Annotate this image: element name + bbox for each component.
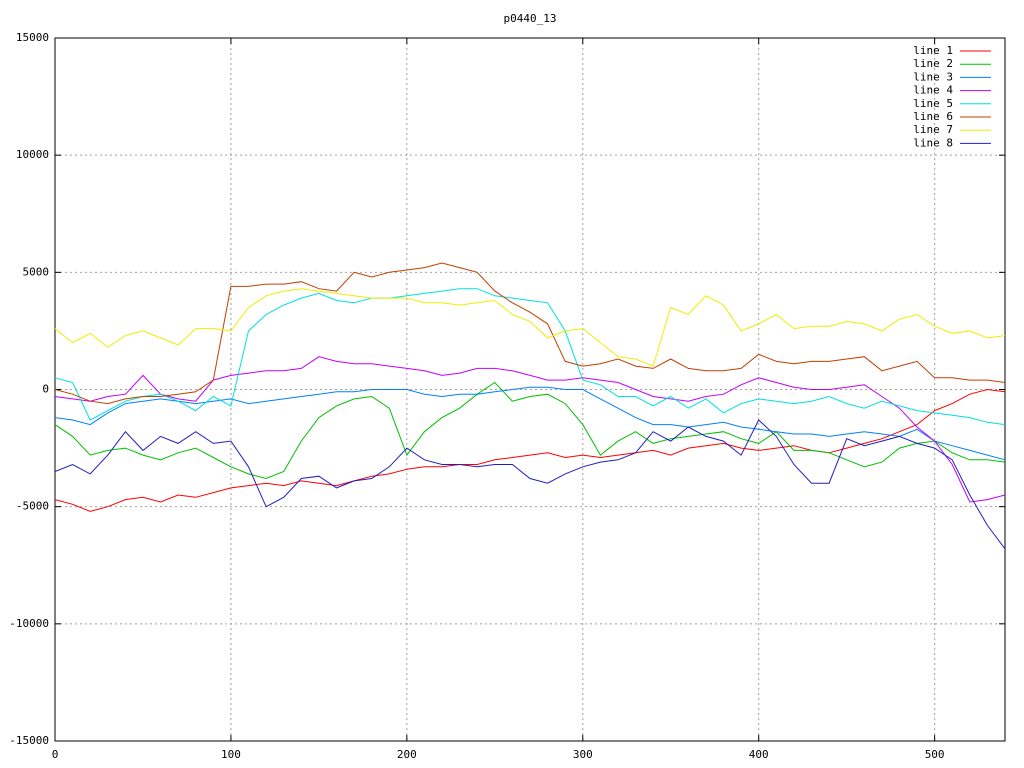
x-tick-label: 300 — [573, 748, 593, 761]
legend-label: line 7 — [913, 123, 953, 136]
x-tick-label: 0 — [52, 748, 59, 761]
y-tick-label: -5000 — [16, 500, 49, 513]
legend-label: line 1 — [913, 44, 953, 57]
x-tick-label: 400 — [749, 748, 769, 761]
series-line — [54, 386, 1006, 461]
series-line — [54, 388, 1006, 512]
x-tick-label: 500 — [925, 748, 945, 761]
legend-label: line 2 — [913, 57, 953, 70]
y-tick-label: -10000 — [9, 617, 49, 630]
series-line — [54, 288, 1006, 426]
x-tick-label: 200 — [397, 748, 417, 761]
legend-label: line 3 — [913, 70, 953, 83]
y-tick-label: 15000 — [16, 31, 49, 44]
y-tick-label: -15000 — [9, 734, 49, 747]
legend-label: line 5 — [913, 97, 953, 110]
series-line — [54, 262, 1006, 405]
legend-label: line 6 — [913, 110, 953, 123]
chart-title: p0440_13 — [504, 12, 557, 25]
y-tick-label: 10000 — [16, 148, 49, 161]
series-line — [54, 419, 1006, 550]
y-tick-label: 0 — [42, 383, 49, 396]
x-tick-label: 100 — [221, 748, 241, 761]
legend-label: line 8 — [913, 136, 953, 149]
series-line — [54, 381, 1006, 480]
series-line — [54, 288, 1006, 367]
y-tick-label: 5000 — [23, 265, 50, 278]
legend-label: line 4 — [913, 84, 953, 97]
